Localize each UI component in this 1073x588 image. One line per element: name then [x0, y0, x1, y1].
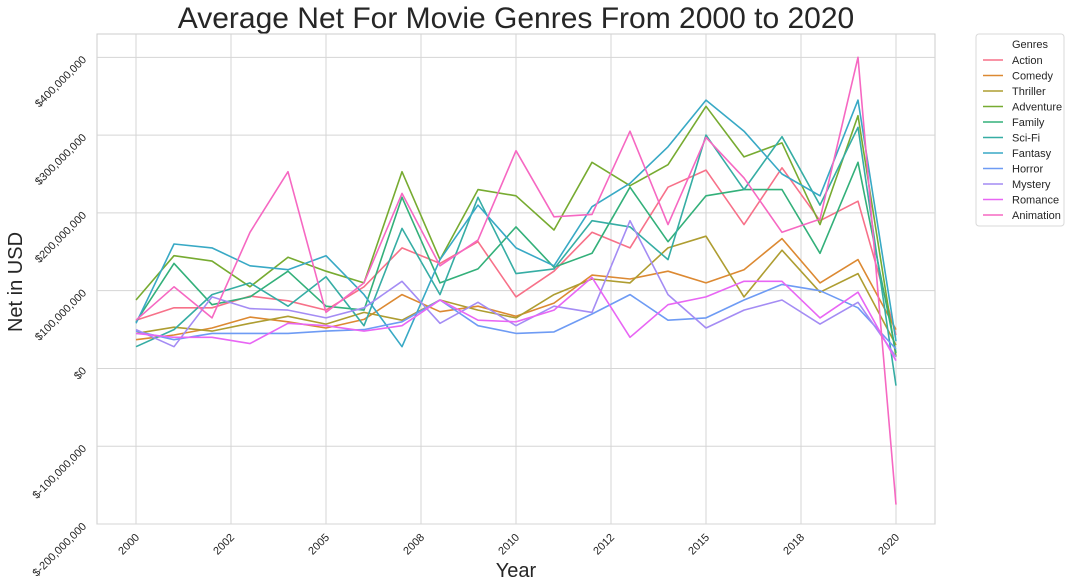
series-line-fantasy: [135, 99, 897, 348]
chart-title: Average Net For Movie Genres From 2000 t…: [178, 2, 854, 35]
x-tick-label: 2012: [591, 532, 617, 558]
legend: Genres Action Comedy Thriller Adventure Fami…: [975, 33, 1065, 227]
series-line-sci-fi: [135, 126, 897, 386]
legend-label-mystery: Mystery: [1012, 179, 1051, 191]
y-axis-title: Net in USD: [5, 232, 27, 332]
legend-label-sci-fi: Sci-Fi: [1012, 133, 1040, 145]
legend-title: Genres: [1012, 39, 1049, 51]
y-tick-label: $200,000,000: [33, 210, 89, 266]
y-tick-label: $-100,000,000: [30, 443, 89, 502]
y-tick-label: $300,000,000: [33, 132, 89, 188]
series-line-action: [135, 167, 897, 336]
legend-label-animation: Animation: [1012, 210, 1061, 222]
series-lines: [135, 56, 897, 505]
y-tick-label: $0: [72, 365, 89, 382]
x-axis-title: Year: [496, 560, 537, 582]
series-line-horror: [135, 283, 897, 350]
legend-label-horror: Horror: [1012, 164, 1044, 176]
y-tick-label: $-200,000,000: [30, 521, 89, 580]
series-line-romance: [135, 276, 897, 362]
x-axis-ticks: 2000 2002 2005 2008 2010 2012 2015 2018 2020: [116, 532, 902, 558]
series-line-adventure: [135, 105, 897, 357]
x-tick-label: 2015: [686, 532, 712, 558]
x-tick-label: 2005: [306, 532, 332, 558]
legend-label-comedy: Comedy: [1012, 71, 1053, 83]
legend-label-thriller: Thriller: [1012, 86, 1046, 98]
series-line-animation: [135, 56, 897, 505]
series-line-mystery: [135, 219, 897, 358]
x-tick-label: 2002: [211, 532, 237, 558]
legend-label-romance: Romance: [1012, 195, 1059, 207]
series-line-thriller: [135, 235, 897, 346]
x-tick-label: 2018: [781, 532, 807, 558]
series-line-comedy: [135, 237, 897, 341]
legend-label-family: Family: [1012, 117, 1045, 129]
legend-label-adventure: Adventure: [1012, 102, 1062, 114]
legend-label-action: Action: [1012, 55, 1043, 67]
legend-box: [975, 33, 1065, 227]
legend-label-fantasy: Fantasy: [1012, 148, 1052, 160]
y-tick-label: $100,000,000: [33, 287, 89, 343]
x-tick-label: 2020: [876, 532, 902, 558]
series-line-family: [135, 161, 897, 354]
x-tick-label: 2010: [496, 532, 522, 558]
y-tick-label: $400,000,000: [33, 54, 89, 110]
x-tick-label: 2000: [116, 532, 142, 558]
x-tick-label: 2008: [401, 532, 427, 558]
y-axis-ticks: $-200,000,000 $-100,000,000 $0 $100,000,000…: [30, 54, 89, 579]
